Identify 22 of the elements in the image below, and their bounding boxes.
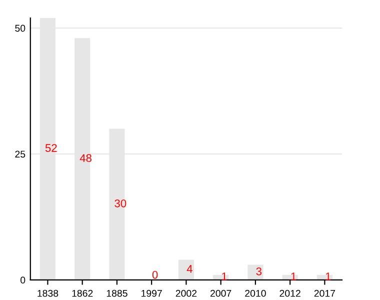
x-tick-label: 2010 bbox=[245, 290, 266, 297]
data-label: 0 bbox=[152, 270, 158, 279]
y-tick-label: 0 bbox=[20, 276, 26, 284]
y-tick-label: 25 bbox=[15, 150, 26, 158]
x-tick-label: 1838 bbox=[38, 290, 58, 297]
data-label: 1 bbox=[222, 272, 227, 280]
x-tick-label: 2002 bbox=[176, 290, 197, 297]
y-tick-label: 50 bbox=[15, 24, 26, 32]
x-tick-label: 2012 bbox=[280, 290, 300, 297]
x-tick-label: 1862 bbox=[72, 290, 93, 297]
x-tick-label: 2007 bbox=[210, 290, 232, 297]
data-label: 52 bbox=[45, 144, 57, 152]
data-label: 30 bbox=[114, 199, 126, 208]
data-label: 1 bbox=[291, 272, 296, 280]
bar bbox=[178, 260, 194, 280]
x-tick-label: 1885 bbox=[106, 290, 128, 297]
data-label: 48 bbox=[80, 154, 92, 162]
x-tick-label: 1997 bbox=[142, 290, 162, 297]
x-tick-label: 2017 bbox=[314, 290, 336, 297]
data-label: 3 bbox=[256, 267, 262, 276]
data-label: 4 bbox=[186, 265, 192, 273]
data-label: 1 bbox=[326, 272, 331, 280]
